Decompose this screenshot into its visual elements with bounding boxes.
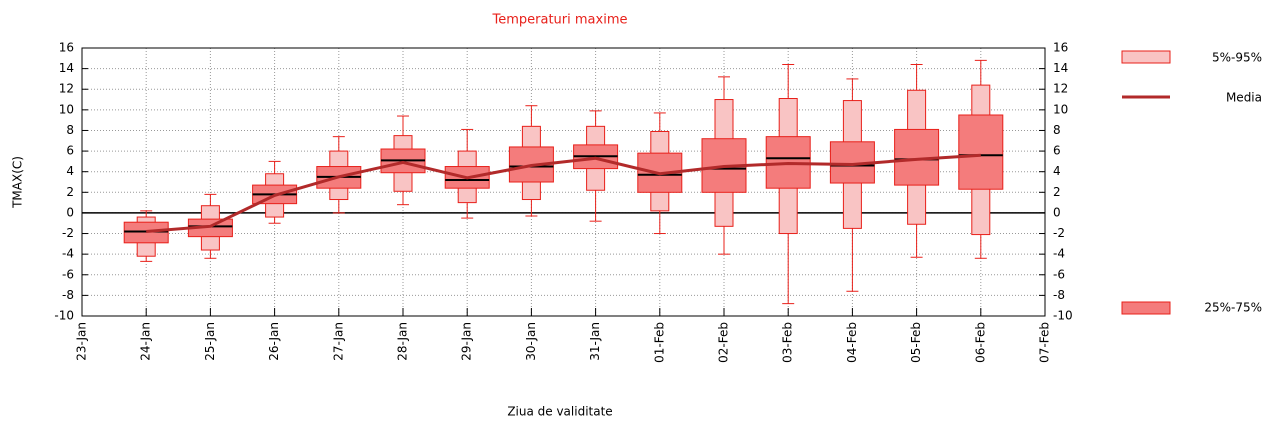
y-tick-label: -2 (62, 226, 74, 240)
x-tick-label: 28-Jan (396, 322, 410, 361)
y-tick-label: -8 (62, 288, 74, 302)
y-tick-label: -6 (62, 267, 74, 281)
x-tick-label: 25-Jan (203, 322, 217, 361)
y2-tick-label: 0 (1053, 205, 1061, 219)
y-tick-label: 16 (59, 41, 74, 55)
x-tick-label: 24-Jan (139, 322, 153, 361)
y-tick-label: 2 (66, 185, 74, 199)
legend-label: Media (1226, 91, 1262, 105)
mean-line (146, 153, 981, 233)
y2-tick-label: 12 (1053, 82, 1068, 96)
y-tick-label: 0 (66, 205, 74, 219)
x-tick-label: 30-Jan (524, 322, 538, 361)
x-tick-label: 03-Feb (781, 322, 795, 363)
x-tick-label: 07-Feb (1038, 322, 1052, 363)
box-25-75 (958, 114, 1004, 190)
y2-tick-label: 2 (1053, 185, 1061, 199)
y2-tick-label: 4 (1053, 164, 1061, 178)
x-tick-label: 29-Jan (460, 322, 474, 361)
y-tick-label: 6 (66, 144, 74, 158)
y-tick-label: 4 (66, 164, 74, 178)
y-tick-label: 8 (66, 123, 74, 137)
y-tick-label: -10 (54, 309, 74, 323)
y-tick-label: 12 (59, 82, 74, 96)
y-tick-label: -4 (62, 247, 74, 261)
plot-frame (81, 47, 1046, 317)
x-tick-label: 02-Feb (717, 322, 731, 363)
y2-tick-label: -8 (1053, 288, 1065, 302)
y2-tick-label: -4 (1053, 247, 1065, 261)
x-tick-label: 05-Feb (909, 322, 923, 363)
x-tick-label: 31-Jan (588, 322, 602, 361)
y2-tick-label: 8 (1053, 123, 1061, 137)
x-tick-label: 06-Feb (973, 322, 987, 363)
x-tick-label: 27-Jan (331, 322, 345, 361)
y2-tick-label: -10 (1053, 309, 1073, 323)
x-tick-label: 01-Feb (652, 322, 666, 363)
x-tick-label: 04-Feb (845, 322, 859, 363)
x-tick-label: 26-Jan (267, 322, 281, 361)
box-25-75 (123, 221, 169, 244)
y2-tick-label: 14 (1053, 61, 1068, 75)
legend-swatch (1121, 50, 1171, 64)
y-axis-label: TMAX(C) (11, 156, 25, 209)
y2-tick-label: 10 (1053, 102, 1068, 116)
y2-tick-label: 6 (1053, 144, 1061, 158)
y2-tick-label: 16 (1053, 41, 1068, 55)
x-axis-label: Ziua de validitate (507, 405, 612, 419)
y-tick-label: 14 (59, 61, 74, 75)
y2-tick-label: -6 (1053, 267, 1065, 281)
x-tick-label: 23-Jan (75, 322, 89, 361)
chart-title: Temperaturi maxime (492, 13, 628, 28)
legend-label: 25%-75% (1204, 301, 1262, 315)
legend-swatch (1121, 301, 1171, 315)
y-tick-label: 10 (59, 102, 74, 116)
y2-tick-label: -2 (1053, 226, 1065, 240)
legend-label: 5%-95% (1212, 51, 1262, 65)
